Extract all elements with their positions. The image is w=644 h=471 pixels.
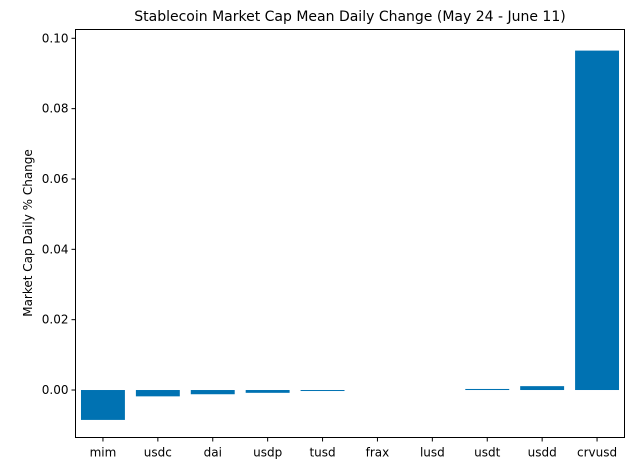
x-tick-label-lusd: lusd xyxy=(420,446,445,460)
chart-title: Stablecoin Market Cap Mean Daily Change … xyxy=(134,9,565,25)
y-tick-label: 0.00 xyxy=(42,383,69,397)
y-tick-label: 0.06 xyxy=(42,172,69,186)
x-tick-label-usdd: usdd xyxy=(528,446,557,460)
x-axis-ticks: mim usdc dai usdp tusd frax lusd usdt usdd crvusd xyxy=(90,437,617,460)
y-axis-label: Market Cap Daily % Change xyxy=(21,149,35,317)
bar-dai xyxy=(190,390,235,395)
x-tick-label-usdt: usdt xyxy=(474,446,500,460)
plot-frame xyxy=(75,29,625,438)
x-tick-label-frax: frax xyxy=(366,446,390,460)
x-tick-label-dai: dai xyxy=(204,446,222,460)
x-tick-label-usdc: usdc xyxy=(144,446,172,460)
bar-usdd xyxy=(520,386,565,391)
bar-crvusd xyxy=(575,50,620,391)
x-tick-label-usdp: usdp xyxy=(253,446,282,460)
y-tick-label: 0.02 xyxy=(42,313,69,327)
x-tick-label-tusd: tusd xyxy=(309,446,335,460)
x-tick-label-mim: mim xyxy=(90,446,117,460)
bar-tusd xyxy=(300,390,345,392)
y-tick-label: 0.04 xyxy=(42,242,69,256)
y-tick-label: 0.08 xyxy=(42,102,69,116)
y-tick-label: 0.10 xyxy=(42,31,69,45)
bar-usdt xyxy=(465,388,510,391)
bar-usdp xyxy=(245,390,290,393)
y-axis-ticks: 0.00 0.02 0.04 0.06 0.08 0.10 xyxy=(42,31,76,397)
bar-usdc xyxy=(135,390,180,397)
bars-group xyxy=(80,50,620,420)
x-tick-label-crvusd: crvusd xyxy=(577,446,617,460)
bar-mim xyxy=(80,390,125,420)
